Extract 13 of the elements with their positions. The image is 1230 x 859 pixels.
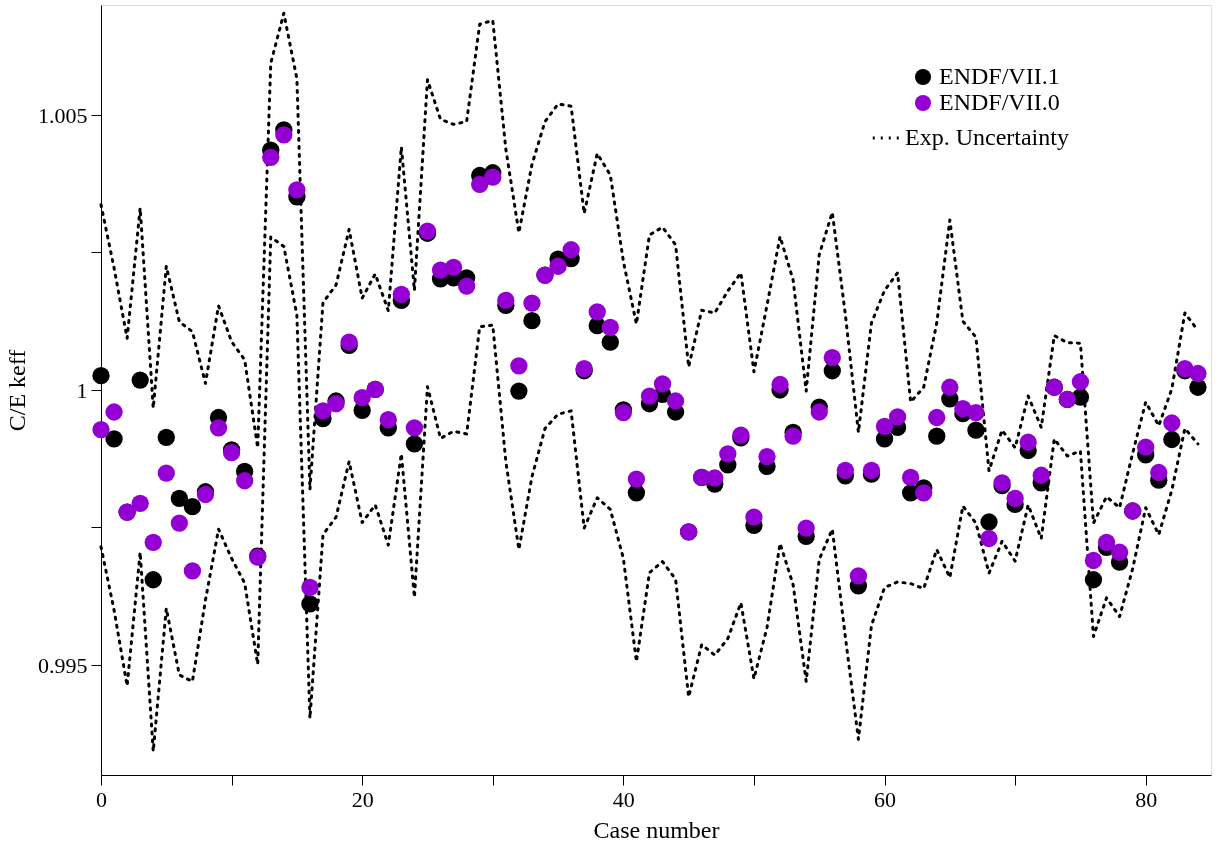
y-tick-label: 0.995	[38, 652, 88, 678]
y-axis-title: C/E keff	[4, 349, 30, 432]
legend-label: ENDF/VII.0	[939, 89, 1060, 115]
x-tick-label: 40	[612, 786, 635, 812]
legend-label: Exp. Uncertainty	[905, 124, 1069, 150]
x-tick-label: 80	[1135, 786, 1158, 812]
y-tick-label: 1	[76, 377, 88, 403]
x-axis-title: Case number	[593, 816, 720, 843]
x-tick-label: 60	[874, 786, 897, 812]
y-tick-label: 1.005	[38, 102, 88, 128]
x-tick-label: 20	[351, 786, 374, 812]
legend-label: ENDF/VII.1	[939, 63, 1060, 89]
x-tick-label: 0	[96, 786, 107, 812]
